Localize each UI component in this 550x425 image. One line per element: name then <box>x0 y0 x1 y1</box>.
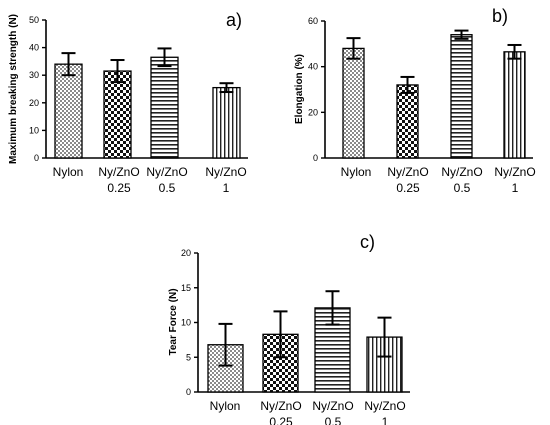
error-bar-2 <box>110 59 125 84</box>
x-tick-label-4: Ny/ZnO 1 <box>205 165 246 195</box>
y-tick-label: 20 <box>308 107 318 117</box>
y-axis-title: Tear Force (N) <box>168 288 179 355</box>
chart-panel-2: 0 20 40 60 Elongation (%) b) Nylon Ny/ZnO 0.25 Ny… <box>294 6 536 195</box>
x-tick-label-4: Ny/ZnO 1 <box>364 399 405 425</box>
y-tick-label: 0 <box>313 153 318 163</box>
panel-label: a) <box>226 10 242 30</box>
error-bar-4 <box>507 43 522 60</box>
x-tick-label-1: Nylon <box>53 165 84 179</box>
error-bar-1 <box>218 322 233 367</box>
x-tick-label-1: Nylon <box>210 399 241 413</box>
y-tick-label: 40 <box>29 43 39 53</box>
bar-4 <box>503 51 526 159</box>
x-tick-label-4: Ny/ZnO 1 <box>494 165 535 195</box>
error-bar-3 <box>157 47 172 68</box>
error-bar-4 <box>219 82 234 94</box>
error-bar-1 <box>346 37 361 60</box>
x-tick-label-1: Nylon <box>341 165 372 179</box>
chart-panel-3: 0 5 10 15 20 Tear Force (N) c) Nylon Ny/ZnO 0.25 N… <box>168 232 410 425</box>
y-tick-label: 10 <box>29 125 39 135</box>
bar-3 <box>450 34 473 159</box>
error-bar-1 <box>61 52 76 77</box>
error-bar-3 <box>454 29 469 40</box>
y-tick-label: 60 <box>308 16 318 26</box>
bar-2 <box>103 70 132 159</box>
bar-3 <box>150 56 179 159</box>
panel-label: b) <box>492 6 508 26</box>
y-tick-label: 10 <box>181 318 191 328</box>
y-tick-label: 15 <box>181 283 191 293</box>
error-bar-2 <box>273 310 288 359</box>
error-bar-2 <box>400 75 415 94</box>
y-axis-title: Maximum breaking strength (N) <box>8 14 19 164</box>
y-tick-label: 30 <box>29 70 39 80</box>
x-tick-label-3: Ny/ZnO 0.5 <box>146 165 187 195</box>
x-tick-label-2: Ny/ZnO 0.25 <box>387 165 428 195</box>
chart-panel-1: 0 10 20 30 40 50 Maximum breaking strength (N)… <box>8 10 248 195</box>
y-tick-label: 0 <box>186 387 191 397</box>
bar-4 <box>212 86 241 159</box>
error-bar-3 <box>325 290 340 326</box>
x-tick-label-3: Ny/ZnO 0.5 <box>312 399 353 425</box>
panel-label: c) <box>360 232 375 252</box>
bar-1 <box>342 47 365 159</box>
y-tick-label: 5 <box>186 352 191 362</box>
y-tick-label: 20 <box>181 248 191 258</box>
error-bar-4 <box>377 316 392 358</box>
y-axis-title: Elongation (%) <box>294 54 305 124</box>
y-tick-label: 50 <box>29 15 39 25</box>
y-tick-label: 0 <box>34 153 39 163</box>
x-tick-label-2: Ny/ZnO 0.25 <box>98 165 139 195</box>
x-tick-label-2: Ny/ZnO 0.25 <box>260 399 301 425</box>
y-tick-label: 20 <box>29 98 39 108</box>
bar-1 <box>54 63 83 159</box>
x-tick-label-3: Ny/ZnO 0.5 <box>441 165 482 195</box>
y-tick-label: 40 <box>308 62 318 72</box>
bar-2 <box>396 84 419 159</box>
